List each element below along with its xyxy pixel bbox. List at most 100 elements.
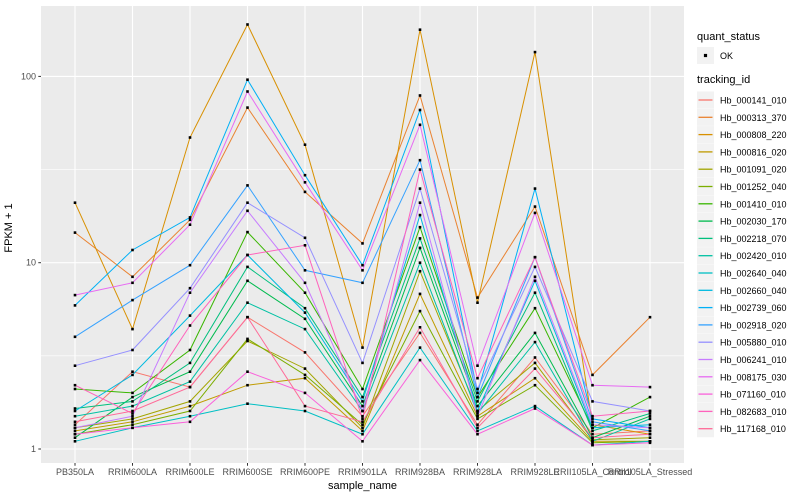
data-point (73, 429, 77, 433)
x-tick-label: RRII105LA_Control (553, 467, 631, 477)
legend-label-tracking-id: Hb_005880_010 (720, 338, 787, 348)
data-point (418, 201, 422, 204)
data-point (73, 436, 77, 439)
data-point (131, 248, 134, 252)
data-point (476, 391, 479, 395)
legend-label-tracking-id: Hb_002420_010 (720, 251, 787, 261)
data-point (73, 414, 77, 418)
data-point (418, 237, 422, 240)
data-point (73, 293, 77, 297)
data-point (188, 263, 192, 267)
legend-label-tracking-id: Hb_082683_010 (720, 407, 787, 417)
data-point (73, 409, 77, 413)
data-point (188, 324, 192, 327)
data-point (131, 423, 134, 426)
data-point (591, 426, 594, 430)
data-point (648, 440, 652, 443)
data-point (188, 400, 192, 403)
x-tick-label: RRIM901LA (338, 467, 387, 477)
data-point (73, 440, 77, 443)
x-tick-label: RRIM600LE (165, 467, 214, 477)
data-point (246, 402, 249, 405)
data-point (533, 211, 537, 215)
data-point (418, 108, 422, 112)
data-point (73, 432, 77, 436)
data-point (188, 370, 192, 373)
data-point (591, 429, 594, 433)
data-point (303, 391, 307, 395)
data-point (648, 315, 652, 319)
data-point (533, 50, 537, 54)
data-point (418, 168, 422, 171)
data-point (648, 441, 652, 445)
data-point (303, 181, 307, 184)
data-point (188, 291, 192, 294)
data-point (591, 400, 594, 403)
ok-point-icon (703, 53, 708, 58)
data-point (533, 187, 537, 190)
data-point (303, 281, 307, 285)
data-point (246, 301, 249, 304)
data-point (418, 187, 422, 190)
data-point (246, 370, 249, 373)
data-point (303, 317, 307, 321)
data-point (533, 331, 537, 335)
data-point (246, 78, 249, 81)
data-point (73, 420, 77, 424)
data-point (648, 385, 652, 389)
data-point (361, 269, 364, 272)
data-point (533, 383, 537, 387)
data-point (476, 429, 479, 433)
data-point (591, 443, 594, 447)
data-point (73, 335, 77, 339)
data-point (418, 269, 422, 273)
legend-label-tracking-id: Hb_071160_010 (720, 390, 786, 400)
data-point (188, 136, 192, 139)
y-tick-label: 10 (26, 258, 36, 268)
legend-label-tracking-id: Hb_000313_370 (720, 113, 787, 123)
data-point (533, 376, 537, 380)
x-tick-label: RRIM600LA (108, 467, 157, 477)
data-point (533, 291, 537, 294)
data-point (361, 387, 364, 391)
data-point (361, 417, 364, 421)
data-point (131, 420, 134, 424)
data-point (476, 423, 479, 426)
legend-label-tracking-id: Hb_002918_020 (720, 320, 787, 330)
y-tick-label: 100 (21, 71, 36, 81)
data-point (533, 407, 537, 410)
data-point (361, 432, 364, 436)
data-point (476, 432, 479, 436)
data-point (476, 395, 479, 399)
data-point (476, 417, 479, 421)
data-point (188, 361, 192, 365)
data-point (476, 301, 479, 304)
data-point (188, 414, 192, 418)
data-point (246, 279, 249, 283)
legend-label-tracking-id: Hb_002660_040 (720, 286, 787, 296)
data-point (188, 223, 192, 226)
data-point (533, 265, 537, 269)
data-point (533, 306, 537, 310)
data-point (476, 296, 479, 299)
data-point (303, 190, 307, 194)
data-point (303, 143, 307, 146)
data-point (361, 281, 364, 285)
data-point (648, 436, 652, 439)
data-point (361, 414, 364, 418)
y-axis-title: FPKM + 1 (3, 203, 15, 252)
data-point (648, 412, 652, 415)
data-point (188, 420, 192, 424)
data-point (188, 348, 192, 352)
data-point (361, 404, 364, 408)
data-point (476, 412, 479, 415)
data-point (361, 242, 364, 245)
data-point (476, 404, 479, 408)
data-point (418, 358, 422, 362)
data-point (418, 292, 422, 296)
data-point (591, 438, 594, 442)
legend-label-ok: OK (720, 51, 733, 61)
data-point (591, 436, 594, 439)
x-tick-label: RRIM600PE (280, 467, 330, 477)
